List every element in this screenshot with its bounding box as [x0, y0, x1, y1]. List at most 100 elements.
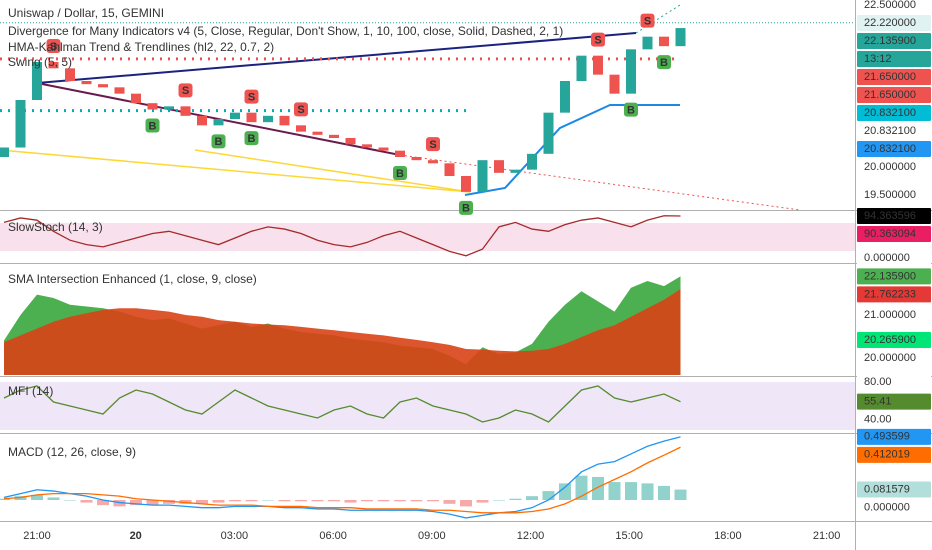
signal-badge [459, 200, 473, 215]
price-label: 21.762233 [864, 288, 916, 300]
signal-badge [244, 89, 259, 104]
price-label-bg [857, 411, 931, 428]
price-label-bg [857, 428, 931, 445]
price-label: 21.000000 [864, 309, 916, 321]
candle [642, 36, 653, 50]
macd-histogram [608, 482, 621, 500]
time-label: 18:00 [714, 530, 742, 542]
price-label-bg [857, 33, 931, 49]
legend: Uniswap / Dollar, 15, GEMINI Divergence … [8, 6, 563, 459]
price-label-bg [857, 374, 931, 390]
macd-histogram [625, 482, 637, 500]
candle [428, 160, 438, 164]
signal-label: B [149, 120, 157, 132]
candle [48, 62, 59, 69]
time-label: 06:00 [319, 530, 347, 542]
price-label-bg [857, 123, 931, 139]
candle [296, 125, 306, 132]
price-label: 21.650000 [864, 89, 916, 101]
price-label: 0.000000 [864, 252, 910, 264]
price-label-bg [857, 307, 931, 323]
price-label-bg [857, 0, 931, 13]
macd-histogram [476, 500, 489, 503]
candle [279, 115, 290, 126]
macd-line [3, 436, 681, 519]
candle [213, 119, 224, 126]
candle [560, 81, 570, 113]
macd-histogram [31, 494, 43, 500]
candle [114, 87, 125, 94]
price-label-bg [857, 87, 931, 103]
macd-histogram [394, 500, 406, 502]
signal-label: B [627, 105, 635, 117]
indicator-title: Swing (5, 5) [8, 55, 72, 69]
price-label-bg [857, 393, 931, 410]
mfi-band [0, 382, 855, 430]
candle [609, 74, 620, 94]
signal-badge [294, 102, 308, 117]
macd-histogram [344, 500, 357, 503]
macd-histogram [641, 483, 654, 500]
price-label: 13:12 [864, 53, 892, 65]
macd-histogram [559, 483, 571, 500]
price-label-bg [857, 226, 931, 243]
candle [444, 163, 455, 176]
macd-histogram [328, 500, 340, 502]
signal-badge [640, 13, 655, 28]
macd-histogram [262, 500, 274, 501]
macd-histogram [427, 500, 439, 502]
candle [0, 147, 9, 157]
signal-label: B [462, 203, 470, 215]
price-label: 19.500000 [864, 189, 916, 201]
candle [246, 112, 257, 123]
signal-badge [46, 39, 61, 53]
signal-label: S [594, 35, 601, 47]
price-label-bg [857, 268, 931, 285]
candle [98, 84, 108, 88]
macd-histogram [674, 489, 687, 500]
signal-badge [657, 55, 671, 70]
price-label-bg [857, 499, 931, 516]
signal-badge [244, 131, 259, 146]
price-label: 21.650000 [864, 71, 916, 83]
candle [147, 103, 158, 110]
signal-label: S [182, 85, 189, 97]
time-label: 21:00 [23, 530, 51, 542]
price-label: 80.00 [864, 376, 892, 388]
price-label: 90.363094 [864, 228, 916, 240]
macd-histogram [592, 476, 604, 500]
candle [461, 176, 471, 192]
price-label: 40.00 [864, 414, 892, 426]
candle [32, 62, 42, 100]
signal-label: S [248, 92, 255, 104]
price-label-bg [857, 15, 931, 31]
stoch-band [0, 223, 855, 251]
macd-histogram [64, 500, 76, 501]
price-label: 20.832100 [864, 143, 916, 155]
price-label-bg [857, 446, 931, 463]
price-label: 55.41 [864, 396, 892, 408]
price-label-bg [857, 331, 931, 348]
macd-histogram [526, 496, 538, 500]
candle [659, 36, 669, 47]
macd-histogram [658, 485, 670, 500]
macd-histogram [229, 500, 241, 502]
price-label: 94.363596 [864, 210, 916, 222]
signal-label: S [429, 139, 436, 151]
signal-label: S [644, 16, 651, 28]
signal-badge [178, 83, 193, 98]
macd-histogram [443, 500, 456, 504]
price-label: 0.081579 [864, 483, 910, 495]
symbol-title: Uniswap / Dollar, 15, GEMINI [8, 6, 164, 20]
candle [626, 49, 636, 94]
macd-histogram [295, 500, 307, 502]
macd-histogram [47, 497, 60, 500]
macd-histogram [97, 500, 109, 506]
macd-histogram [493, 500, 505, 501]
macd-histogram [80, 500, 93, 503]
indicator-title: Divergence for Many Indicators v4 (5, Cl… [8, 24, 563, 38]
price-label-bg [857, 349, 931, 366]
price-label: 0.412019 [864, 449, 910, 461]
candle [411, 157, 422, 161]
